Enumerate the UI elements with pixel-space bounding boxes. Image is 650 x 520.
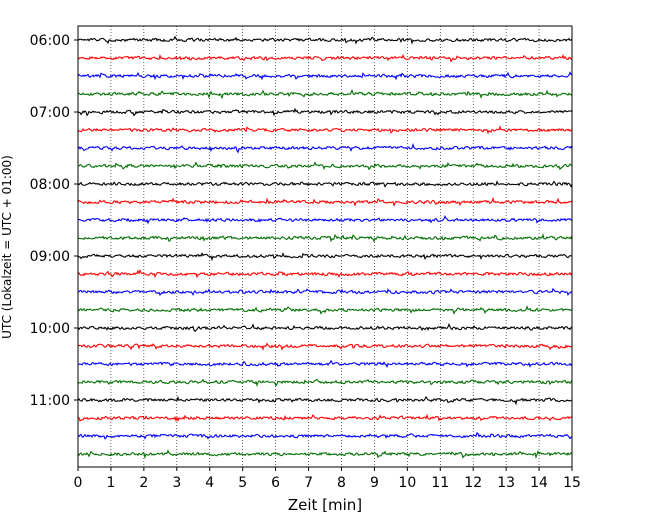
x-axis-label: Zeit [min] (288, 496, 362, 514)
x-tick-label: 0 (74, 475, 83, 491)
x-tick-label: 6 (271, 475, 280, 491)
x-tick-label: 5 (238, 475, 247, 491)
trace-line (77, 449, 573, 460)
x-axis: 0 1 2 3 4 5 6 7 8 9 10 11 12 13 14 15 (74, 467, 581, 491)
trace-line (77, 342, 573, 351)
trace-line (77, 251, 573, 262)
y-axis: 06:00 07:00 08:00 09:00 10:00 11:00 (30, 33, 78, 409)
trace-line (77, 359, 573, 369)
x-tick-label: 13 (497, 475, 515, 491)
x-tick-label: 11 (431, 475, 449, 491)
trace-line (77, 196, 573, 207)
trace-line (77, 125, 573, 135)
y-tick-label: 09:00 (30, 249, 70, 265)
x-tick-label: 9 (370, 475, 379, 491)
x-tick-label: 3 (172, 475, 181, 491)
trace-line (77, 161, 573, 171)
trace-line (77, 88, 573, 100)
x-tick-label: 1 (106, 475, 115, 491)
trace-line (77, 413, 573, 423)
x-tick-label: 7 (304, 475, 313, 491)
x-tick-label: 12 (464, 475, 482, 491)
y-axis-label: UTC (Lokalzeit = UTC + 01:00) (0, 155, 14, 339)
x-tick-label: 15 (563, 475, 581, 491)
x-tick-label: 4 (205, 475, 214, 491)
trace-line (77, 305, 573, 315)
y-tick-label: 11:00 (30, 393, 70, 409)
trace-line (77, 214, 573, 225)
x-tick-label: 10 (398, 475, 416, 491)
x-tick-label: 14 (530, 475, 548, 491)
trace-line (77, 269, 573, 279)
trace-line (77, 378, 573, 387)
x-tick-label: 2 (139, 475, 148, 491)
x-tick-label: 8 (337, 475, 346, 491)
trace-line (77, 287, 573, 297)
trace-line (77, 142, 573, 154)
trace-line (77, 432, 573, 440)
trace-line (77, 107, 573, 117)
plot-frame (77, 25, 573, 468)
trace-line (77, 233, 573, 244)
trace-line (77, 395, 573, 406)
y-tick-label: 06:00 (30, 33, 70, 49)
trace-group (77, 35, 573, 460)
y-tick-label: 08:00 (30, 177, 70, 193)
y-tick-label: 07:00 (30, 105, 70, 121)
trace-line (77, 71, 573, 81)
y-tick-label: 10:00 (30, 321, 70, 337)
trace-line (77, 322, 573, 333)
trace-line (77, 35, 573, 45)
trace-line (77, 180, 573, 188)
trace-line (77, 53, 572, 63)
